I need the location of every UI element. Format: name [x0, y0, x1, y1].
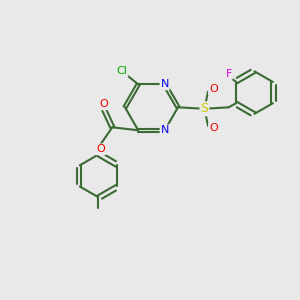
Text: N: N — [160, 125, 169, 135]
Text: N: N — [160, 80, 169, 89]
Text: O: O — [100, 99, 108, 109]
Text: O: O — [209, 123, 218, 133]
Text: O: O — [97, 144, 106, 154]
Text: S: S — [200, 102, 208, 115]
Text: F: F — [226, 69, 232, 79]
Text: Cl: Cl — [117, 66, 128, 76]
Text: O: O — [209, 84, 218, 94]
